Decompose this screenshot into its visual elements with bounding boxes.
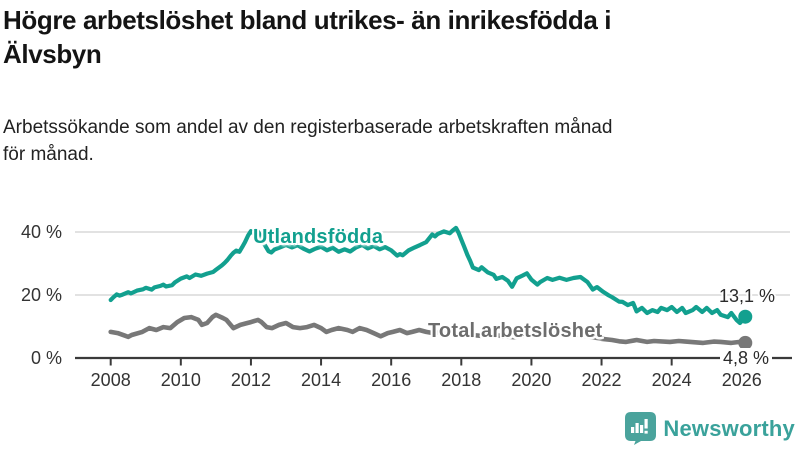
- x-tick-label-2016: 2016: [371, 370, 411, 390]
- x-tick-label-2010: 2010: [161, 370, 201, 390]
- end-value-utlandsfodda: 13,1 %: [719, 286, 776, 306]
- page-title-line-2: Älvsbyn: [3, 38, 102, 69]
- page-subtitle: Arbetssökande som andel av den registerb…: [3, 115, 783, 169]
- end-dot-1: [738, 335, 753, 350]
- speech-bubble-bar-chart-icon: [625, 412, 657, 445]
- y-tick-label-0: 0 %: [31, 348, 62, 368]
- y-tick-label-40: 40 %: [21, 222, 62, 242]
- x-tick-label-2008: 2008: [91, 370, 131, 390]
- page-subtitle-line-1: Arbetssökande som andel av den registerb…: [3, 117, 613, 138]
- series-line-0: [108, 225, 748, 326]
- newsworthy-logo[interactable]: Newsworthy: [625, 412, 795, 445]
- end-dot-0: [738, 309, 753, 324]
- series-line-1: [108, 312, 748, 346]
- page-title-line-1: Högre arbetslöshet bland utrikes- än inr…: [3, 5, 612, 35]
- page-subtitle-line-2: för månad.: [3, 143, 94, 165]
- page-title: Högre arbetslöshet bland utrikes- än inr…: [3, 4, 783, 72]
- series-label-total-arbetsloshet: Total arbetslöshet: [428, 320, 603, 342]
- series-label-utlandsfodda: Utlandsfödda: [253, 226, 384, 248]
- end-value-total-arbetsloshet: 4,8 %: [720, 348, 773, 369]
- x-tick-label-2018: 2018: [441, 370, 481, 390]
- x-tick-label-2022: 2022: [582, 370, 622, 390]
- newsworthy-wordmark: Newsworthy: [663, 415, 795, 441]
- x-tick-label-2020: 2020: [511, 370, 551, 390]
- x-tick-label-2024: 2024: [652, 370, 692, 390]
- x-tick-label-2014: 2014: [301, 370, 341, 390]
- x-tick-label-2026: 2026: [722, 370, 762, 390]
- x-tick-label-2012: 2012: [231, 370, 271, 390]
- y-tick-label-20: 20 %: [21, 285, 62, 305]
